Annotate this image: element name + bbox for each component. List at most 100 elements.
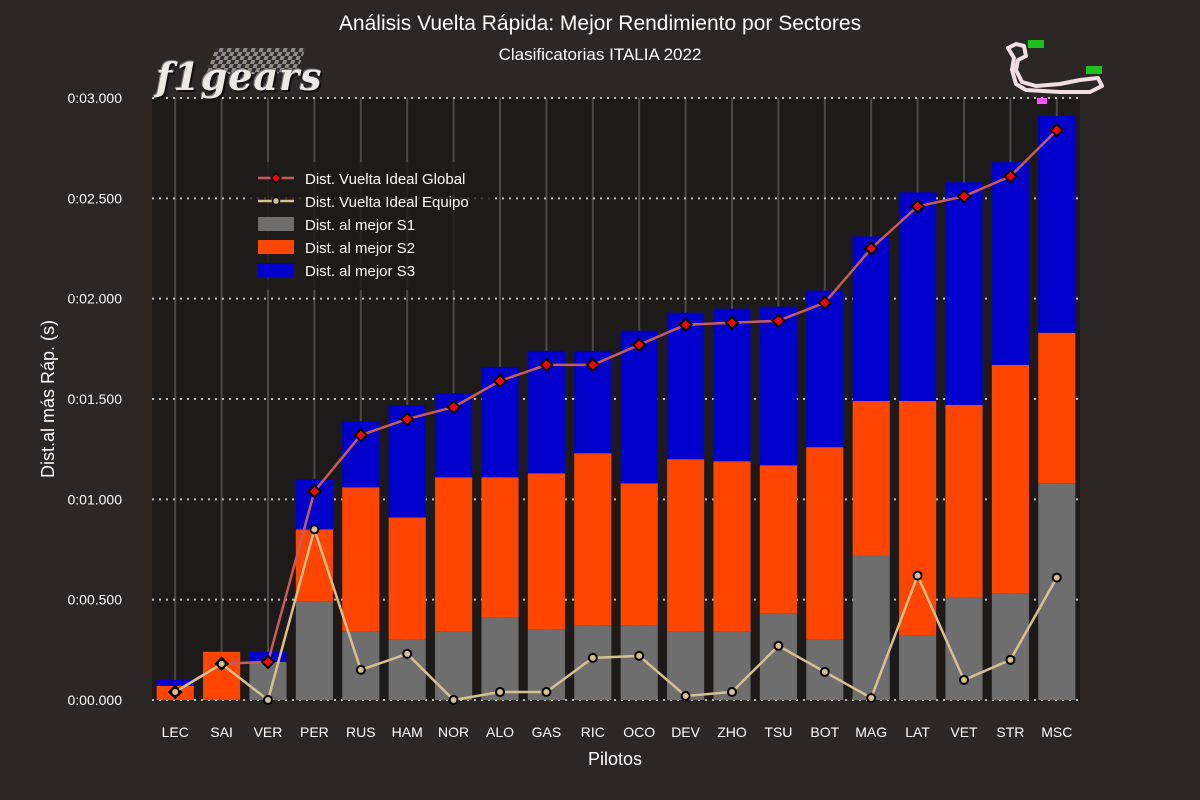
legend-label: Dist. al mejor S2	[305, 240, 415, 257]
point-ideal-team-ver	[263, 695, 273, 705]
x-tick-label: RIC	[581, 724, 605, 740]
point-ideal-global-oco	[631, 337, 647, 353]
legend-marker-circle	[271, 196, 281, 206]
x-tick-label: VET	[950, 724, 978, 740]
point-ideal-global-nor	[446, 399, 462, 415]
point-ideal-team-sai	[216, 658, 227, 669]
point-ideal-global-mag	[863, 241, 879, 256]
bar-gas-s2	[527, 473, 565, 630]
bar-lat-s1	[899, 635, 937, 700]
line-ideal-global	[174, 129, 1058, 694]
point-ideal-team-rus	[355, 664, 366, 675]
legend-color-swatch	[258, 240, 294, 254]
bar-per-s1	[295, 601, 333, 700]
bar-zho-s3	[713, 308, 751, 462]
bar-alo-s2	[481, 477, 519, 618]
point-ideal-team-gas	[541, 686, 552, 697]
bar-msc-s1	[1038, 483, 1076, 700]
x-tick-label: VER	[254, 724, 283, 740]
legend: Dist. Vuelta Ideal Global Dist. Vuelta Id…	[248, 162, 494, 290]
x-tick-label: OCO	[623, 724, 655, 740]
bar-mag-s1	[852, 555, 890, 700]
y-tick-label: 0:03.000	[68, 90, 123, 106]
point-ideal-team-tsu	[773, 640, 784, 651]
y-axis-label: Dist.al más Ráp. (s)	[38, 320, 58, 478]
point-ideal-team-vet	[959, 674, 969, 685]
x-tick-label: PER	[300, 724, 329, 740]
legend-color-swatch	[258, 263, 294, 277]
bar-rus-s2	[342, 487, 380, 632]
point-ideal-team-msc	[1051, 572, 1062, 583]
y-tick-label: 0:01.500	[68, 391, 123, 407]
point-ideal-team-lec	[170, 686, 181, 697]
chart-subtitle: Clasificatorias ITALIA 2022	[498, 45, 702, 64]
bar-mag-s2	[852, 401, 890, 556]
point-ideal-team-per	[309, 524, 320, 535]
bar-tsu-s1	[759, 613, 797, 700]
point-ideal-global-dev	[678, 317, 694, 333]
lines	[167, 122, 1065, 705]
point-ideal-team-zho	[727, 686, 737, 697]
bar-lec-s3	[156, 679, 194, 686]
bar-nor-s1	[435, 631, 473, 700]
bar-ham-s2	[388, 517, 426, 640]
bar-lat-s3	[899, 192, 937, 402]
bar-alo-s1	[481, 617, 519, 700]
point-ideal-global-ric	[585, 357, 601, 373]
point-ideal-global-rus	[353, 427, 369, 443]
bar-ric-s2	[574, 453, 612, 626]
x-tick-label: ALO	[486, 724, 514, 740]
point-ideal-team-lat	[912, 570, 923, 581]
point-ideal-team-ham	[402, 648, 413, 659]
x-tick-label: ZHO	[717, 724, 747, 740]
y-tick-label: 0:02.000	[68, 291, 123, 307]
x-tick-label: RUS	[346, 724, 376, 740]
legend-marker-diamond	[269, 171, 283, 185]
bar-vet-s2	[945, 405, 983, 598]
point-ideal-global-lat	[910, 198, 926, 214]
point-ideal-global-str	[1002, 168, 1018, 184]
point-ideal-team-nor	[448, 695, 459, 705]
point-ideal-global-bot	[817, 295, 833, 311]
x-tick-label: GAS	[532, 724, 562, 740]
bar-msc-s3	[1038, 116, 1076, 333]
bar-nor-s2	[435, 477, 473, 632]
point-ideal-global-zho	[724, 315, 740, 331]
bar-oco-s2	[620, 483, 658, 626]
y-tick-label: 0:00.500	[68, 592, 123, 608]
bar-dev-s3	[667, 312, 705, 460]
legend-label: Dist. Vuelta Ideal Global	[305, 171, 465, 188]
x-tick-label: BOT	[810, 724, 839, 740]
axes: 0:00.000 0:00.500 0:01.000 0:01.500 0:02.000…	[38, 90, 1072, 769]
point-ideal-team-alo	[495, 686, 505, 697]
point-ideal-global-alo	[492, 373, 508, 389]
point-ideal-team-dev	[680, 690, 691, 701]
bar-ham-s1	[388, 639, 426, 700]
x-tick-label: LEC	[162, 724, 189, 740]
bar-msc-s2	[1038, 332, 1076, 484]
bar-ric-s1	[574, 625, 612, 700]
legend-label: Dist. al mejor S3	[305, 263, 415, 280]
x-tick-label: LAT	[905, 724, 930, 740]
bar-str-s1	[991, 593, 1029, 700]
point-ideal-global-vet	[956, 188, 972, 204]
bar-zho-s2	[713, 461, 751, 632]
bar-bot-s3	[806, 290, 844, 448]
x-tick-label: STR	[996, 724, 1024, 740]
x-tick-label: SAI	[210, 724, 233, 740]
point-ideal-team-mag	[866, 692, 877, 703]
x-axis-label: Pilotos	[588, 749, 642, 769]
x-tick-label: MSC	[1041, 724, 1072, 740]
point-ideal-team-ric	[587, 652, 598, 663]
bar-vet-s3	[945, 182, 983, 406]
point-ideal-team-bot	[819, 666, 830, 677]
y-tick-label: 0:02.500	[68, 190, 123, 206]
legend-label: Dist. al mejor S1	[305, 217, 415, 234]
x-tick-label: NOR	[438, 724, 469, 740]
bar-str-s3	[991, 162, 1029, 365]
point-ideal-team-str	[1005, 654, 1016, 665]
bar-tsu-s2	[759, 465, 797, 614]
bar-mag-s3	[852, 236, 890, 402]
point-ideal-team-oco	[634, 650, 645, 661]
